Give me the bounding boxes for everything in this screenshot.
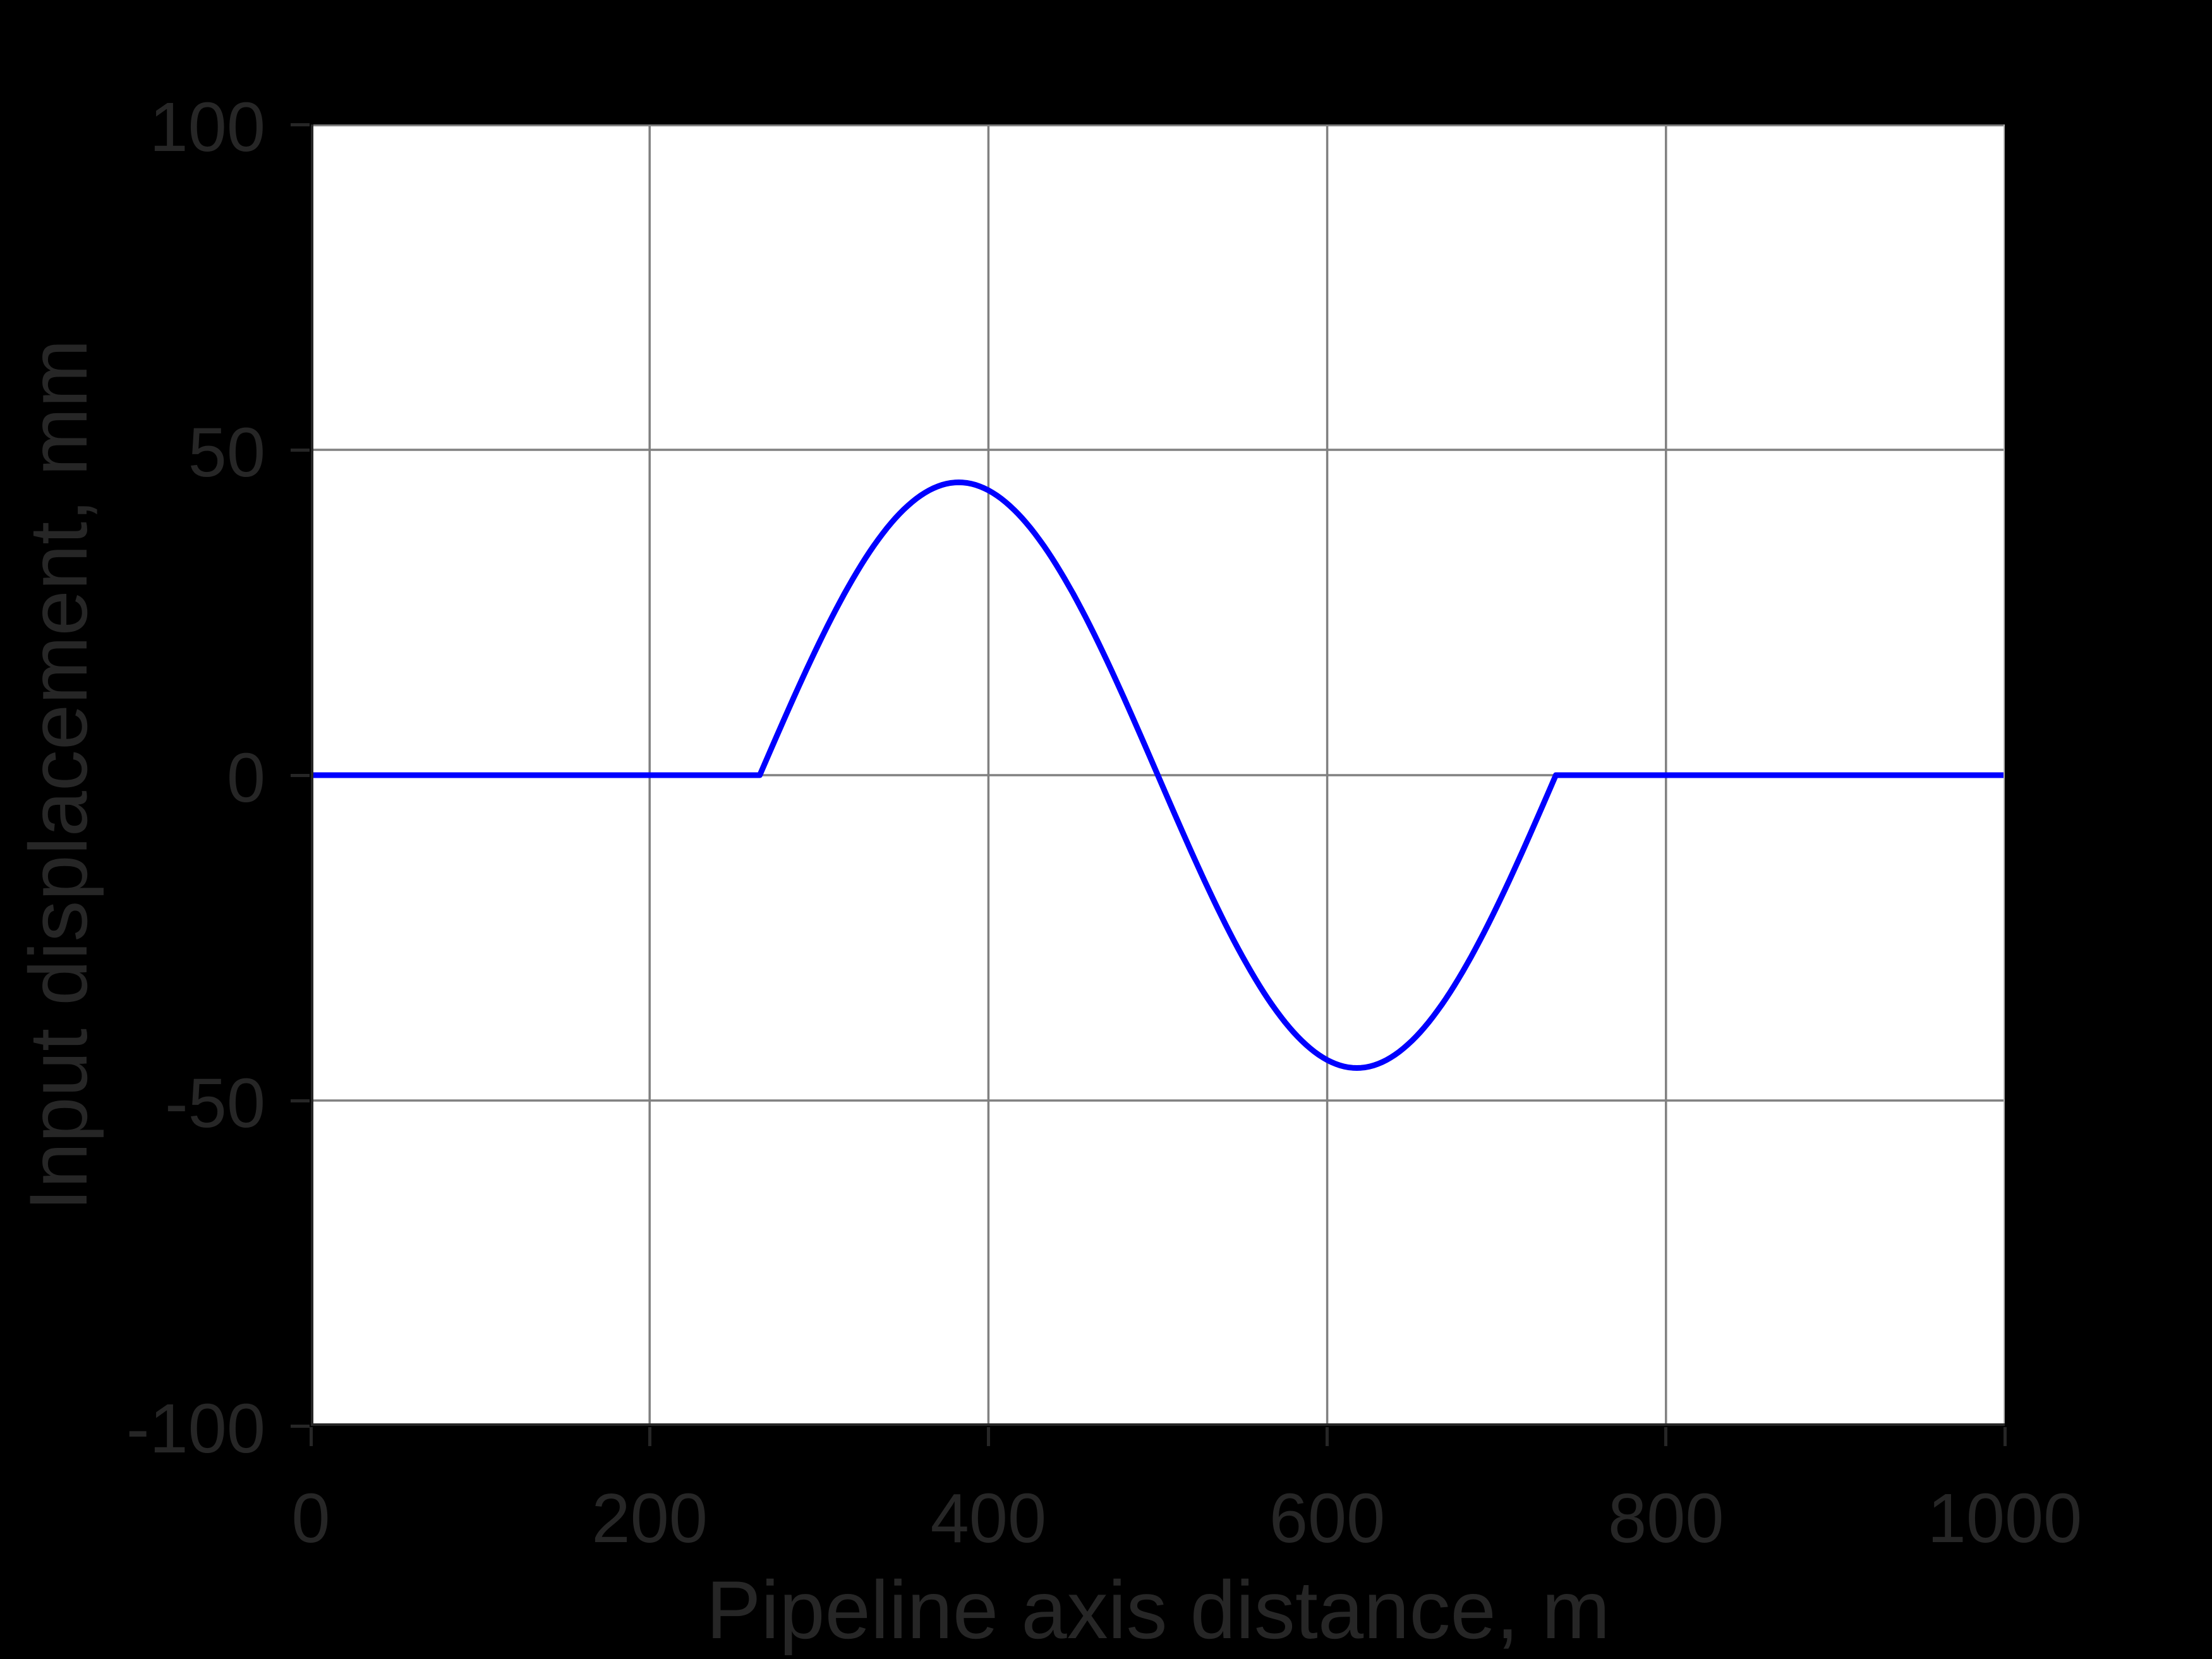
- y-tick-label--100: -100: [126, 1390, 265, 1468]
- x-tick-label-200: 200: [591, 1480, 708, 1557]
- x-tick-1000: [2003, 1427, 2007, 1446]
- y-tick-label-100: 100: [149, 88, 265, 166]
- x-tick-label-800: 800: [1608, 1480, 1724, 1557]
- x-tick-label-1000: 1000: [1927, 1480, 2082, 1557]
- x-tick-0: [309, 1427, 313, 1446]
- y-tick-label-50: 50: [188, 414, 265, 492]
- y-tick-100: [291, 123, 310, 126]
- y-tick-label--50: -50: [165, 1065, 265, 1142]
- y-tick-0: [291, 773, 310, 777]
- x-tick-label-400: 400: [930, 1480, 1047, 1557]
- x-tick-600: [1326, 1427, 1329, 1446]
- y-tick--100: [291, 1424, 310, 1428]
- x-tick-label-0: 0: [291, 1480, 330, 1557]
- x-axis-label: Pipeline axis distance, m: [706, 1564, 1611, 1656]
- series-line-input-displacement: [311, 480, 2005, 1071]
- plot-area: [311, 124, 2005, 1426]
- x-tick-label-600: 600: [1269, 1480, 1386, 1557]
- y-tick-label-0: 0: [226, 739, 265, 817]
- x-tick-400: [986, 1427, 990, 1446]
- x-tick-200: [648, 1427, 651, 1446]
- y-axis-label: Input displacement, mm: [12, 339, 104, 1212]
- y-tick--50: [291, 1099, 310, 1102]
- x-tick-800: [1664, 1427, 1668, 1446]
- y-tick-50: [291, 448, 310, 452]
